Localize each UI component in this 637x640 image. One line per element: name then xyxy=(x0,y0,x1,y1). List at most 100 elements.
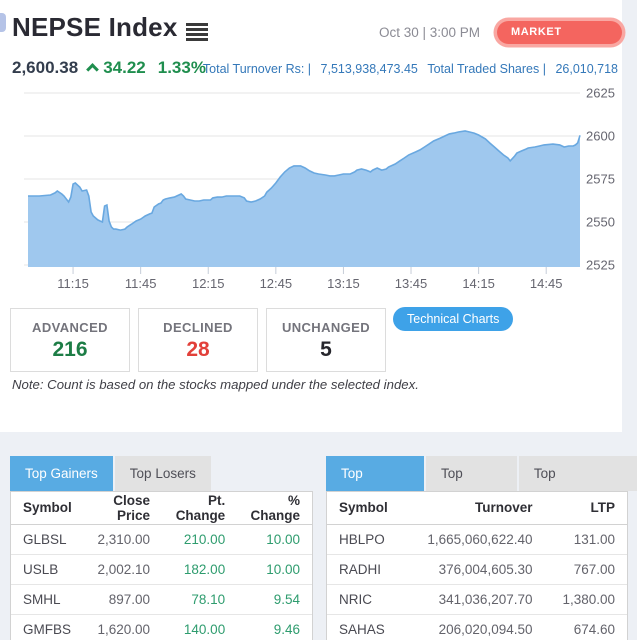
x-tick-label: 14:15 xyxy=(462,276,495,291)
table-row[interactable]: USLB 2,002.10 182.00 10.00 xyxy=(11,554,312,585)
tab-top-volume[interactable]: Top Volume xyxy=(426,456,517,516)
symbol-cell: GMFBS xyxy=(23,621,72,637)
total-turnover-label: Total Turnover Rs: | xyxy=(202,62,312,76)
table-row[interactable]: GMFBS 1,620.00 140.00 9.46 xyxy=(11,614,312,640)
index-change-points: 34.22 xyxy=(103,58,146,77)
declined-box: DECLINED 28 xyxy=(138,308,258,372)
total-shares-value: 26,010,718 xyxy=(555,62,618,76)
top-gainers-table: Symbol Close Price Pt. Change% Change GLBS… xyxy=(11,492,312,640)
value-cell: 767.00 xyxy=(544,554,627,585)
value-cell: 2,310.00 xyxy=(83,524,163,555)
top-gainers-panel: Symbol Close Price Pt. Change% Change GLBS… xyxy=(10,491,313,640)
index-note: Note: Count is based on the stocks mappe… xyxy=(12,377,419,392)
value-cell: 1,620.00 xyxy=(97,621,151,637)
x-tick-label: 11:15 xyxy=(57,276,89,291)
table-header-row: Symbol Close Price Pt. Change% Change xyxy=(11,492,312,525)
top-turnover-panel: Symbol Turnover LTP HBLPO 1,665,060,622.40 1… xyxy=(326,491,628,640)
x-tick-label: 13:45 xyxy=(395,276,428,291)
tab-top-transactions[interactable]: Top Transactions xyxy=(518,456,637,516)
value-cell: 2,002.10 xyxy=(83,554,163,585)
tab-top-turnover[interactable]: Top Turnover xyxy=(326,456,425,516)
x-tick-label: 14:45 xyxy=(530,276,563,291)
page-title: NEPSE Index xyxy=(12,12,178,42)
y-tick-label: 2550 xyxy=(586,215,615,230)
value-cell: 182.00 xyxy=(162,554,238,585)
value-cell: 131.00 xyxy=(544,524,627,555)
table-row[interactable]: SAHAS 206,020,094.50 674.60 xyxy=(327,614,627,640)
market-totals-line: Total Turnover Rs: | 7,513,938,473.45 To… xyxy=(203,62,618,76)
index-value: 2,600.38 xyxy=(12,58,79,77)
advanced-box: ADVANCED 216 xyxy=(10,308,130,372)
declined-label: DECLINED xyxy=(163,320,233,335)
advanced-count: 216 xyxy=(52,338,88,361)
symbol-cell: SMHL xyxy=(11,584,84,615)
technical-charts-button[interactable]: Technical Charts xyxy=(393,307,514,331)
gainers-losers-tab-group: Top Gainers Top Losers xyxy=(10,456,211,491)
column-header: Symbol xyxy=(327,492,406,525)
value-cell: 206,020,094.50 xyxy=(438,621,533,637)
intraday-area-chart[interactable]: 2525 2550 2575 2600 2625 11:15 11:45 12:15 12:45… xyxy=(0,85,622,300)
clipped-side-widget xyxy=(0,13,6,32)
index-change-percent: 1.33% xyxy=(157,58,206,77)
x-tick-label: 11:45 xyxy=(125,276,157,291)
total-shares-label: Total Traded Shares | xyxy=(427,62,546,76)
symbol-cell: GLBSL xyxy=(11,524,84,555)
y-tick-label: 2525 xyxy=(586,258,615,273)
column-header: Close Price xyxy=(83,492,163,525)
unchanged-label: UNCHANGED xyxy=(281,320,371,335)
top-turnover-table: Symbol Turnover LTP HBLPO 1,665,060,622.40 1… xyxy=(327,492,627,640)
value-cell: 9.46 xyxy=(273,621,300,637)
y-tick-label: 2625 xyxy=(586,86,615,101)
table-row[interactable]: HBLPO 1,665,060,622.40 131.00 xyxy=(327,524,627,555)
x-tick-label: 12:15 xyxy=(192,276,225,291)
column-header: % Change xyxy=(237,492,312,525)
up-arrow-icon xyxy=(86,63,100,76)
market-status-badge: MARKET CLOSED xyxy=(497,21,622,61)
table-row[interactable]: SMHL 897.00 78.10 9.54 xyxy=(11,584,312,615)
advance-decline-row: ADVANCED 216 DECLINED 28 UNCHANGED 5 xyxy=(10,308,386,372)
y-tick-label: 2600 xyxy=(586,129,615,144)
table-row[interactable]: RADHI 376,004,605.30 767.00 xyxy=(327,554,627,585)
unchanged-count: 5 xyxy=(320,338,332,361)
unchanged-box: UNCHANGED 5 xyxy=(266,308,386,372)
value-cell: 210.00 xyxy=(162,524,238,555)
symbol-cell: RADHI xyxy=(327,554,406,585)
value-cell: 341,036,207.70 xyxy=(405,584,545,615)
column-header: Pt. Change xyxy=(162,492,238,525)
value-cell: 674.60 xyxy=(573,621,615,637)
index-summary-card: NEPSE Index Oct 30 | 3:00 PM MARKET CLOS… xyxy=(0,0,622,432)
value-cell: 897.00 xyxy=(83,584,163,615)
value-cell: 140.00 xyxy=(183,621,226,637)
value-cell: 10.00 xyxy=(237,524,312,555)
turnover-tab-group: Top TurnoverTop VolumeTop Transactions xyxy=(326,456,637,516)
price-line xyxy=(28,130,581,231)
value-cell: 10.00 xyxy=(237,554,312,585)
index-value-row: 2,600.38 34.22 1.33% xyxy=(12,58,206,78)
area-fill xyxy=(28,131,580,267)
column-header: Symbol xyxy=(11,492,84,525)
hamburger-icon[interactable] xyxy=(186,23,208,41)
tab-top-gainers[interactable]: Top Gainers xyxy=(10,456,113,491)
column-header: Turnover xyxy=(405,492,545,525)
total-turnover-value: 7,513,938,473.45 xyxy=(320,62,418,76)
column-header: LTP xyxy=(544,492,627,525)
market-datetime-label: Oct 30 | 3:00 PM xyxy=(378,25,480,40)
declined-count: 28 xyxy=(186,338,210,361)
value-cell: 9.54 xyxy=(237,584,312,615)
table-row[interactable]: NRIC 341,036,207.70 1,380.00 xyxy=(327,584,627,615)
advanced-label: ADVANCED xyxy=(32,320,108,335)
symbol-cell: SAHAS xyxy=(339,621,385,637)
symbol-cell: NRIC xyxy=(327,584,406,615)
table-row[interactable]: GLBSL 2,310.00 210.00 10.00 xyxy=(11,524,312,555)
symbol-cell: HBLPO xyxy=(327,524,406,555)
value-cell: 1,665,060,622.40 xyxy=(405,524,545,555)
x-tick-label: 12:45 xyxy=(260,276,293,291)
y-tick-label: 2575 xyxy=(586,172,615,187)
table-header-row: Symbol Turnover LTP xyxy=(327,492,627,525)
value-cell: 78.10 xyxy=(162,584,238,615)
x-tick-label: 13:15 xyxy=(327,276,360,291)
tab-top-losers[interactable]: Top Losers xyxy=(114,456,211,491)
symbol-cell: USLB xyxy=(11,554,84,585)
value-cell: 376,004,605.30 xyxy=(405,554,545,585)
